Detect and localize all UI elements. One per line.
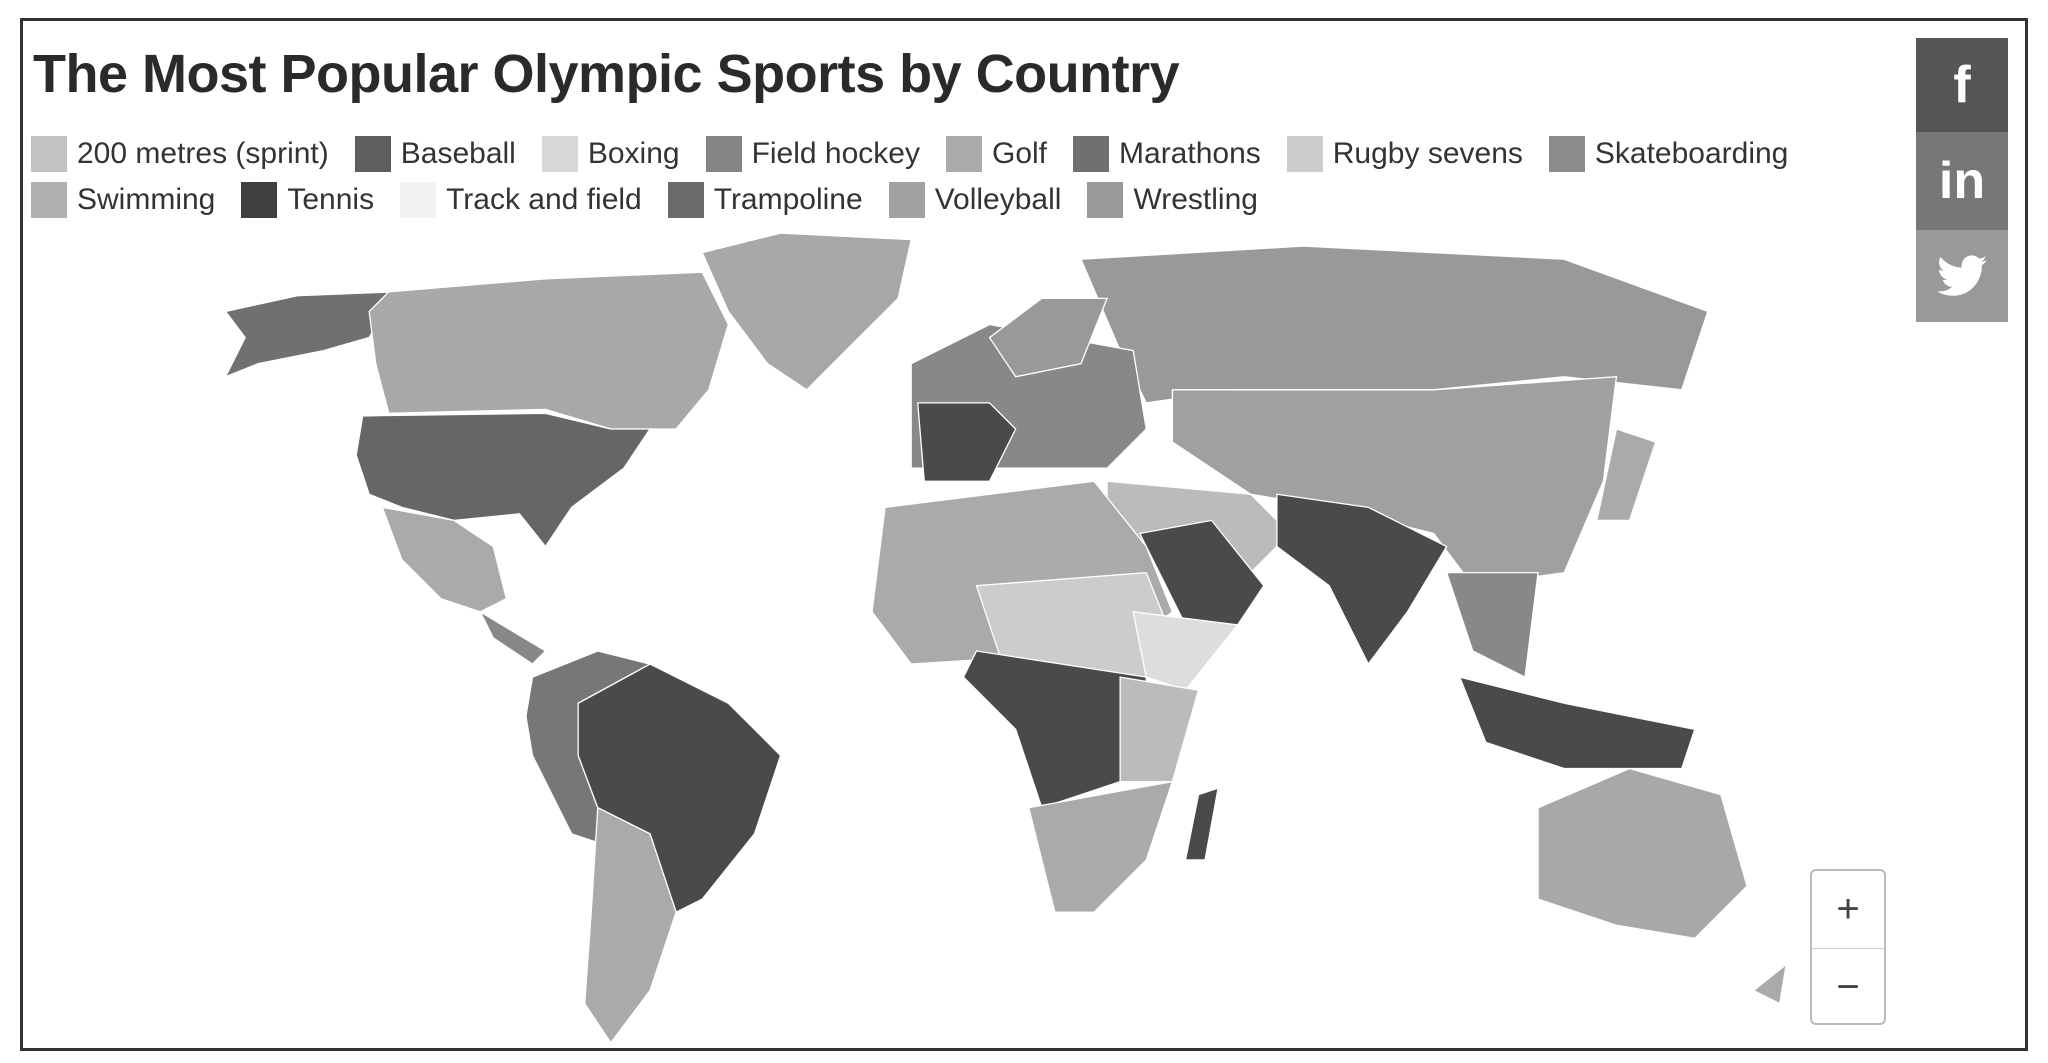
legend-item: Baseball — [354, 135, 516, 173]
new-zealand — [1752, 962, 1788, 1005]
legend-label: Swimming — [77, 183, 216, 216]
indonesia — [1458, 676, 1696, 770]
legend-label: Skateboarding — [1594, 137, 1789, 170]
legend-swatch — [541, 136, 578, 172]
madagascar — [1184, 787, 1219, 861]
legend-label: Trampoline — [713, 183, 863, 216]
brazil — [577, 663, 782, 914]
facebook-button[interactable]: f — [1916, 38, 2008, 132]
title: The Most Popular Olympic Sports by Count… — [33, 44, 1180, 104]
legend-swatch — [31, 136, 67, 172]
alaska — [224, 291, 397, 378]
legend-swatch — [1087, 182, 1124, 218]
twitter-button[interactable] — [1916, 230, 2008, 322]
southeast-asia — [1445, 571, 1539, 679]
legend: 200 metres (sprint) Baseball Boxing Field h… — [31, 135, 1911, 219]
legend-swatch — [354, 136, 391, 172]
legend-label: Track and field — [446, 183, 642, 216]
southern-cone — [584, 806, 677, 1044]
twitter-icon — [1937, 255, 1987, 296]
legend-label: Field hockey — [751, 137, 920, 170]
legend-swatch — [1286, 136, 1323, 172]
legend-item: Tennis — [241, 181, 374, 219]
legend-item: Trampoline — [667, 181, 863, 219]
legend-swatch — [1073, 136, 1110, 172]
east-africa — [1119, 676, 1200, 783]
india — [1276, 493, 1448, 666]
zoom-in[interactable]: + — [1812, 871, 1884, 949]
legend-swatch — [400, 182, 437, 218]
canada — [368, 271, 730, 430]
legend-swatch — [667, 182, 704, 218]
legend-label: Golf — [991, 137, 1048, 170]
legend-item: Field hockey — [705, 135, 920, 173]
iberia-france — [917, 402, 1017, 482]
legend-item: Volleyball — [888, 181, 1062, 219]
world-map — [224, 232, 1788, 1044]
usa — [355, 412, 652, 548]
central-america — [478, 610, 547, 665]
legend-label: Rugby sevens — [1332, 137, 1523, 170]
legend-swatch — [705, 136, 742, 172]
legend-item: Boxing — [541, 135, 680, 173]
legend-label: Tennis — [287, 183, 375, 216]
legend-item: Wrestling — [1087, 181, 1258, 219]
zoom-control: + − — [1810, 869, 1886, 1025]
legend-item: Golf — [945, 135, 1048, 173]
greenland — [701, 232, 913, 391]
legend-label: Baseball — [400, 137, 516, 170]
mexico — [381, 506, 508, 613]
legend-label: Volleyball — [934, 183, 1062, 216]
legend-label: Wrestling — [1133, 183, 1258, 216]
legend-label: Boxing — [587, 137, 680, 170]
legend-item: Track and field — [400, 181, 642, 219]
southern-africa — [1027, 780, 1174, 913]
legend-label: Marathons — [1119, 137, 1261, 170]
australia — [1537, 767, 1748, 940]
legend-item: Swimming — [31, 181, 215, 219]
horn-of-africa — [1132, 611, 1239, 691]
map-widget: The Most Popular Olympic Sports by Count… — [20, 18, 2028, 1051]
legend-swatch — [1548, 136, 1585, 172]
scandinavia — [988, 297, 1109, 378]
zoom-out[interactable]: − — [1836, 965, 1860, 1009]
legend-swatch — [945, 136, 982, 172]
legend-swatch — [241, 182, 278, 218]
japan — [1596, 428, 1657, 522]
legend-item: Marathons — [1073, 135, 1261, 173]
legend-swatch — [888, 182, 925, 218]
linkedin-button[interactable]: in — [1916, 132, 2008, 230]
central-africa — [962, 650, 1147, 809]
legend-item: Skateboarding — [1548, 135, 1789, 173]
legend-item: 200 metres (sprint) — [31, 135, 329, 173]
arabia — [1138, 519, 1265, 626]
legend-item: Rugby sevens — [1286, 135, 1523, 173]
legend-label: 200 metres (sprint) — [77, 137, 329, 170]
legend-swatch — [31, 182, 67, 218]
